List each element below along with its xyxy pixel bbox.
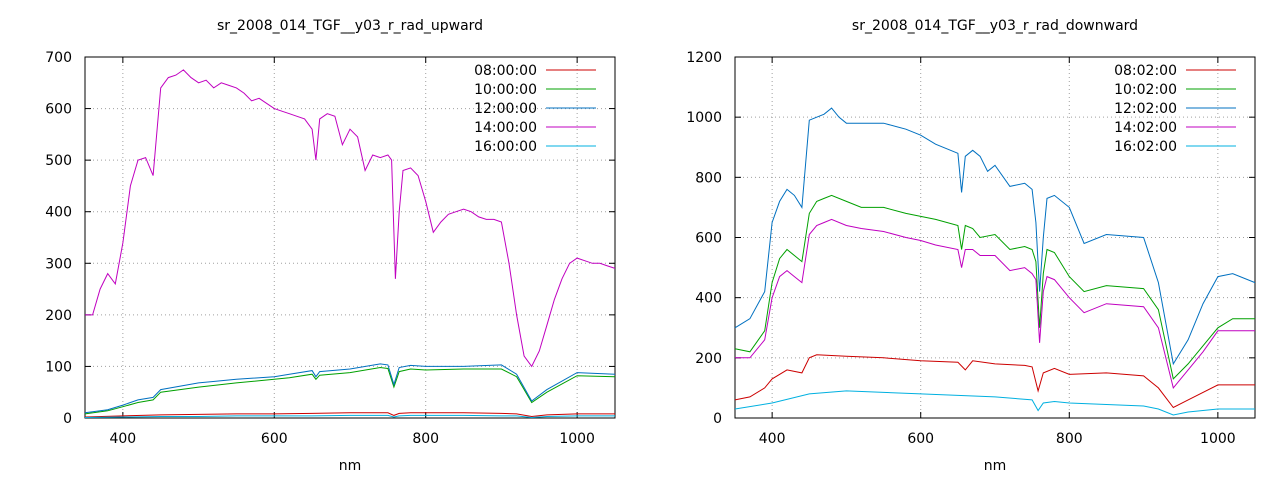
y-tick-label: 600 [695, 231, 722, 247]
downward-series-line-1 [734, 194, 1255, 380]
upward-chart-title: sr_2008_014_TGF__y03_r_rad_upward [217, 18, 483, 34]
upward-series-line-4 [84, 414, 615, 419]
y-tick-label: 400 [695, 291, 722, 307]
downward-series-line-2 [734, 107, 1256, 366]
x-tick-label: 600 [907, 431, 934, 447]
downward-chart-panel: sr_2008_014_TGF__y03_r_rad_downward 400 60… [640, 0, 1280, 480]
downward-chart-title: sr_2008_014_TGF__y03_r_rad_downward [852, 18, 1138, 34]
y-tick-label: 300 [45, 256, 72, 272]
y-tick-label: 100 [45, 359, 72, 375]
y-tick-label: 1200 [686, 50, 722, 66]
downward-legend-label-4: 16:02:00 [1114, 139, 1177, 155]
upward-chart: sr_2008_014_TGF__y03_r_rad_upward 400 600 8… [45, 18, 616, 474]
x-tick-label: 400 [759, 431, 786, 447]
plot-frame [84, 56, 616, 419]
upward-series-line-0 [84, 412, 615, 418]
downward-series-line-3 [735, 218, 1255, 389]
y-tick-label: 1000 [686, 110, 722, 126]
y-tick-label: 200 [45, 308, 72, 324]
y-tick-label: 0 [63, 411, 72, 427]
y-tick-label: 400 [45, 205, 72, 221]
upward-legend-label-3: 14:00:00 [474, 120, 537, 136]
downward-series-line-4 [734, 390, 1255, 416]
y-tick-label: 500 [45, 153, 72, 169]
x-tick-label: 600 [261, 431, 288, 447]
x-tick-label: 800 [1056, 431, 1083, 447]
upward-legend-label-1: 10:00:00 [474, 82, 537, 98]
y-tick-label: 700 [45, 50, 72, 66]
downward-legend-label-2: 12:02:00 [1114, 101, 1177, 117]
upward-legend-label-4: 16:00:00 [474, 139, 537, 155]
y-tick-label: 200 [695, 351, 722, 367]
upward-series-line-3 [85, 69, 616, 368]
upward-chart-panel: sr_2008_014_TGF__y03_r_rad_upward 400 600 8… [45, 18, 616, 474]
x-tick-label: 400 [109, 431, 136, 447]
y-tick-label: 800 [695, 170, 722, 186]
x-tick-label: 800 [412, 431, 439, 447]
upward-series-line-1 [84, 366, 616, 415]
upward-legend-label-2: 12:00:00 [474, 101, 537, 117]
downward-legend-label-3: 14:02:00 [1114, 120, 1177, 136]
downward-chart: sr_2008_014_TGF__y03_r_rad_downward 400 60… [686, 18, 1256, 474]
upward-x-axis-label: nm [339, 458, 362, 474]
y-tick-label: 0 [713, 411, 722, 427]
x-tick-label: 1000 [559, 431, 595, 447]
upward-series-line-2 [84, 363, 616, 414]
downward-legend-label-1: 10:02:00 [1114, 82, 1177, 98]
downward-series-line-0 [734, 354, 1255, 409]
x-tick-label: 1000 [1200, 431, 1236, 447]
y-tick-label: 600 [45, 102, 72, 118]
downward-x-axis-label: nm [984, 458, 1007, 474]
upward-legend-label-0: 08:00:00 [474, 63, 537, 79]
downward-legend-label-0: 08:02:00 [1114, 63, 1177, 79]
